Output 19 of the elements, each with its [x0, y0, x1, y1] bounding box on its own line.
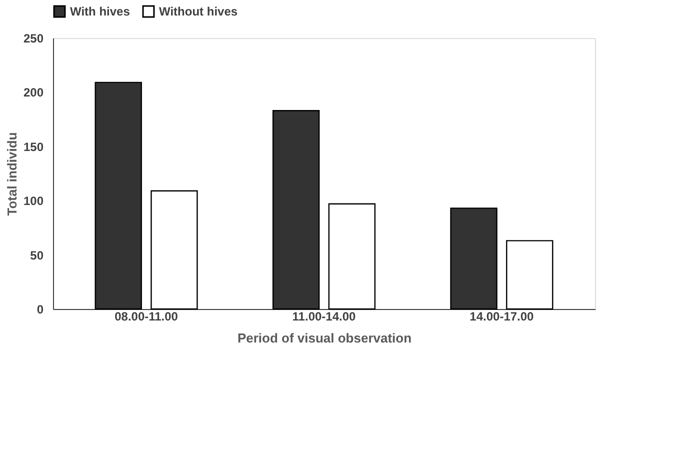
x-tick-label: 14.00-17.00	[470, 310, 534, 324]
y-tick-label: 150	[23, 140, 44, 154]
bar	[94, 82, 142, 310]
y-tick-label: 100	[23, 194, 44, 208]
y-tick-label: 250	[23, 32, 44, 46]
y-tick-label: 50	[30, 248, 44, 262]
bar	[450, 208, 498, 310]
x-axis-title: Period of visual observation	[237, 330, 412, 346]
bar	[272, 110, 320, 310]
y-tick-label: 0	[36, 302, 44, 316]
bar	[506, 240, 554, 310]
legend-label: Without hives	[159, 4, 238, 19]
legend-label: With hives	[70, 4, 130, 19]
bar	[328, 203, 376, 310]
y-axis-title: Total individu	[4, 132, 20, 216]
y-tick-label: 200	[23, 86, 44, 100]
x-tick-label: 08.00-11.00	[114, 310, 178, 324]
bar	[150, 190, 198, 310]
x-tick-label: 11.00-14.00	[292, 310, 356, 324]
